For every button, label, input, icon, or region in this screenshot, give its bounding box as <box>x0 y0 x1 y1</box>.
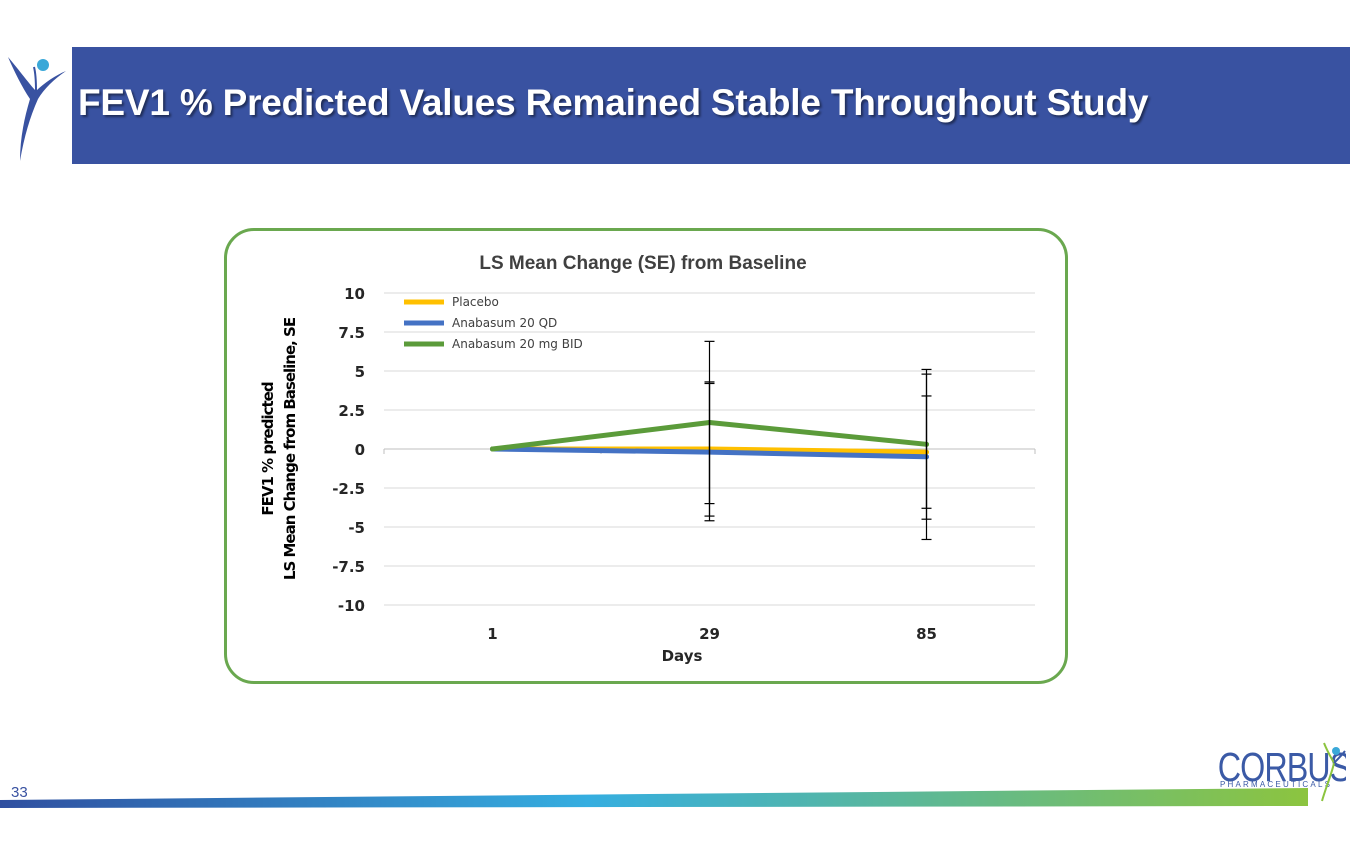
slide-title: FEV1 % Predicted Values Remained Stable … <box>78 82 1149 123</box>
corbus-figure-logo <box>0 47 72 164</box>
page-number: 33 <box>11 784 28 801</box>
footer-gradient-band <box>0 788 1308 808</box>
y-tick-label: -7.5 <box>332 558 365 576</box>
x-axis-label: Days <box>662 647 703 665</box>
y-tick-label: 10 <box>344 285 365 303</box>
x-tick-label: 1 <box>487 625 497 643</box>
line-chart: LS Mean Change (SE) from Baseline 107.55… <box>259 253 1036 665</box>
legend-label: Anabasum 20 QD <box>452 316 557 330</box>
y-tick-label: 0 <box>355 441 365 459</box>
y-axis-label-line1: FEV1 % predicted <box>259 382 277 515</box>
y-tick-label: -10 <box>338 597 365 615</box>
x-tick-label: 29 <box>699 625 720 643</box>
data-point <box>490 446 495 452</box>
logo-wordmark: CORBUS <box>1218 744 1346 789</box>
legend-label: Placebo <box>452 295 499 309</box>
y-axis-label-line2: LS Mean Change from Baseline, SE <box>281 317 299 580</box>
y-tick-label: 7.5 <box>338 324 365 342</box>
y-tick-label: 2.5 <box>338 402 365 420</box>
y-tick-label: -5 <box>348 519 365 537</box>
y-tick-label: -2.5 <box>332 480 365 498</box>
chart-frame: LS Mean Change (SE) from Baseline 10 7.5 5… <box>224 228 1068 684</box>
logo-subtext: PHARMACEUTICALS <box>1220 780 1332 789</box>
x-tick-label: 85 <box>916 625 937 643</box>
y-tick-label: 5 <box>355 363 365 381</box>
corbus-logo: CORBUS PHARMACEUTICALS <box>1218 742 1346 802</box>
legend-label: Anabasum 20 mg BID <box>452 337 583 351</box>
chart-title: LS Mean Change (SE) from Baseline <box>479 253 806 274</box>
header-bar <box>0 47 1350 164</box>
